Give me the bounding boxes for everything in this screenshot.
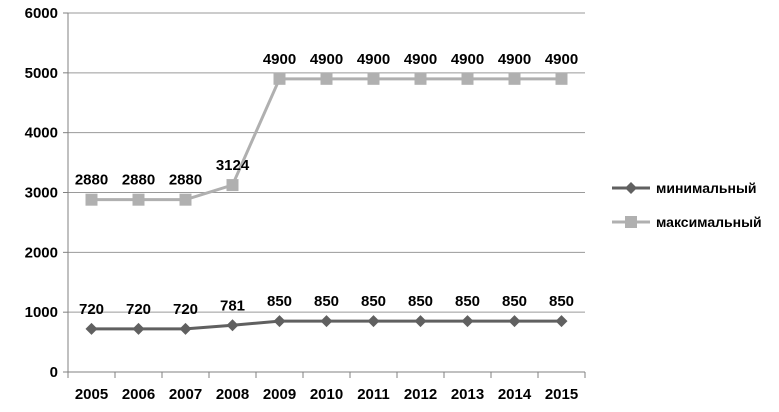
data-label: 720 [126, 301, 151, 318]
y-tick-label: 2000 [25, 244, 58, 261]
x-tick-label: 2009 [263, 386, 296, 403]
data-label: 850 [502, 293, 527, 310]
data-label: 4900 [263, 51, 296, 68]
data-label: 4900 [310, 51, 343, 68]
series-1-point [320, 72, 333, 85]
series-1-point [85, 193, 98, 206]
series-0-point [414, 315, 427, 328]
legend-label: максимальный [656, 214, 762, 230]
x-tick-label: 2010 [310, 386, 343, 403]
series-0-point [132, 322, 145, 335]
data-label: 850 [267, 293, 292, 310]
series-0-point [179, 322, 192, 335]
y-tick-label: 0 [50, 364, 58, 381]
x-tick-label: 2012 [404, 386, 437, 403]
series-0-point [320, 315, 333, 328]
series-1-point [273, 72, 286, 85]
series-0-point [555, 315, 568, 328]
data-label: 781 [220, 297, 245, 314]
series-1-point [367, 72, 380, 85]
x-tick-label: 2006 [122, 386, 155, 403]
series-0-point [273, 315, 286, 328]
series-1-point [508, 72, 521, 85]
data-label: 850 [408, 293, 433, 310]
data-label: 850 [549, 293, 574, 310]
data-label: 4900 [498, 51, 531, 68]
series-0-point [367, 315, 380, 328]
legend: минимальный максимальный [612, 180, 762, 230]
data-label: 2880 [75, 172, 108, 189]
x-tick-label: 2005 [75, 386, 108, 403]
data-label: 4900 [357, 51, 390, 68]
x-axis-tick-labels: 2005 2006 2007 2008 2009 2010 2011 2012 2013 2014… [75, 386, 578, 403]
x-tick-label: 2008 [216, 386, 249, 403]
data-label: 3124 [216, 157, 250, 174]
series-1-point [555, 72, 568, 85]
y-tick-label: 5000 [25, 65, 58, 82]
y-tick-label: 6000 [25, 5, 58, 22]
x-tick-label: 2014 [498, 386, 532, 403]
series-0-point [226, 319, 239, 332]
data-label: 850 [314, 293, 339, 310]
data-label: 850 [455, 293, 480, 310]
x-tick-label: 2013 [451, 386, 484, 403]
data-labels: 720 720 720 781 850 850 850 850 850 850 850 2880 288… [75, 51, 578, 318]
series-line-1 [91, 77, 562, 202]
series-1-point [414, 72, 427, 85]
data-label: 2880 [122, 172, 155, 189]
data-label: 850 [361, 293, 386, 310]
data-label: 720 [173, 301, 198, 318]
axes [63, 12, 586, 378]
series-1-point [461, 72, 474, 85]
data-label: 720 [79, 301, 104, 318]
y-tick-label: 1000 [25, 304, 58, 321]
data-label: 4900 [404, 51, 437, 68]
data-label: 4900 [545, 51, 578, 68]
y-tick-label: 4000 [25, 125, 58, 142]
series-1-point [226, 179, 239, 192]
series-0-point [461, 315, 474, 328]
data-label: 2880 [169, 172, 202, 189]
y-axis-tick-labels: 0 1000 2000 3000 4000 5000 6000 [25, 5, 58, 381]
legend-marker-1 [625, 216, 637, 228]
series-0-point [85, 322, 98, 335]
series-0-point [508, 315, 521, 328]
legend-label: минимальный [656, 180, 757, 196]
x-tick-label: 2015 [545, 386, 578, 403]
series-1-point [179, 193, 192, 206]
legend-marker-0 [625, 182, 637, 194]
x-tick-label: 2007 [169, 386, 202, 403]
series-group [85, 72, 568, 335]
x-tick-label: 2011 [357, 386, 390, 403]
data-label: 4900 [451, 51, 484, 68]
series-1-point [132, 193, 145, 206]
y-tick-label: 3000 [25, 185, 58, 202]
